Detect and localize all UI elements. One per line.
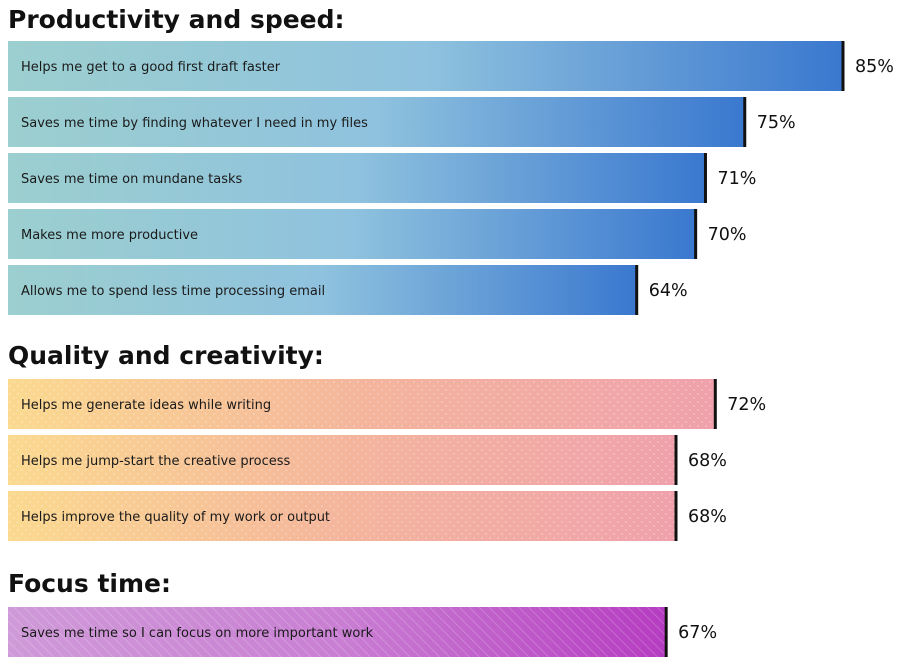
- group-title: Focus time:: [8, 569, 171, 598]
- value-label: 68%: [688, 451, 727, 471]
- bar-label: Saves me time so I can focus on more imp…: [21, 626, 374, 641]
- bar-texture: [8, 491, 676, 541]
- bar-end-marker: [713, 379, 717, 429]
- bar-texture: [8, 607, 667, 657]
- value-label: 85%: [855, 57, 894, 77]
- bar-label: Saves me time by finding whatever I need…: [21, 116, 368, 131]
- bar: [8, 209, 696, 259]
- bar-end-marker: [674, 491, 678, 541]
- bar-group: Focus time: Saves me time so I can focus …: [8, 569, 717, 657]
- bar-label: Saves me time on mundane tasks: [21, 172, 243, 187]
- bar-end-marker: [841, 41, 845, 91]
- bar-group: Quality and creativity: Helps me generate…: [8, 341, 766, 541]
- bar-end-marker: [694, 209, 698, 259]
- bar-label: Helps me generate ideas while writing: [21, 398, 271, 413]
- bar-label: Helps me get to a good first draft faste…: [21, 60, 281, 75]
- bar-group: Productivity and speed: Helps me get to a…: [8, 5, 894, 315]
- bar-end-marker: [743, 97, 747, 147]
- bar-end-marker: [674, 435, 678, 485]
- bar: [8, 265, 637, 315]
- bar: [8, 41, 843, 91]
- bar-end-marker: [703, 153, 707, 203]
- value-label: 68%: [688, 507, 727, 527]
- value-label: 67%: [678, 623, 717, 643]
- value-label: 71%: [717, 169, 756, 189]
- value-label: 70%: [708, 225, 747, 245]
- value-label: 72%: [727, 395, 766, 415]
- group-title: Quality and creativity:: [8, 341, 324, 370]
- bar-label: Makes me more productive: [21, 228, 198, 243]
- value-label: 75%: [757, 113, 796, 133]
- bar: [8, 153, 706, 203]
- bar-texture: [8, 379, 716, 429]
- bar-label: Helps me jump-start the creative process: [21, 454, 291, 469]
- bar-label: Allows me to spend less time processing …: [21, 284, 325, 299]
- bar-label: Helps improve the quality of my work or …: [21, 510, 330, 525]
- bar-end-marker: [635, 265, 639, 315]
- chart-content: Productivity and speed: Helps me get to a…: [8, 5, 894, 657]
- value-label: 64%: [649, 281, 688, 301]
- bar-end-marker: [664, 607, 668, 657]
- bar: [8, 97, 745, 147]
- group-title: Productivity and speed:: [8, 5, 345, 34]
- bar-texture: [8, 435, 676, 485]
